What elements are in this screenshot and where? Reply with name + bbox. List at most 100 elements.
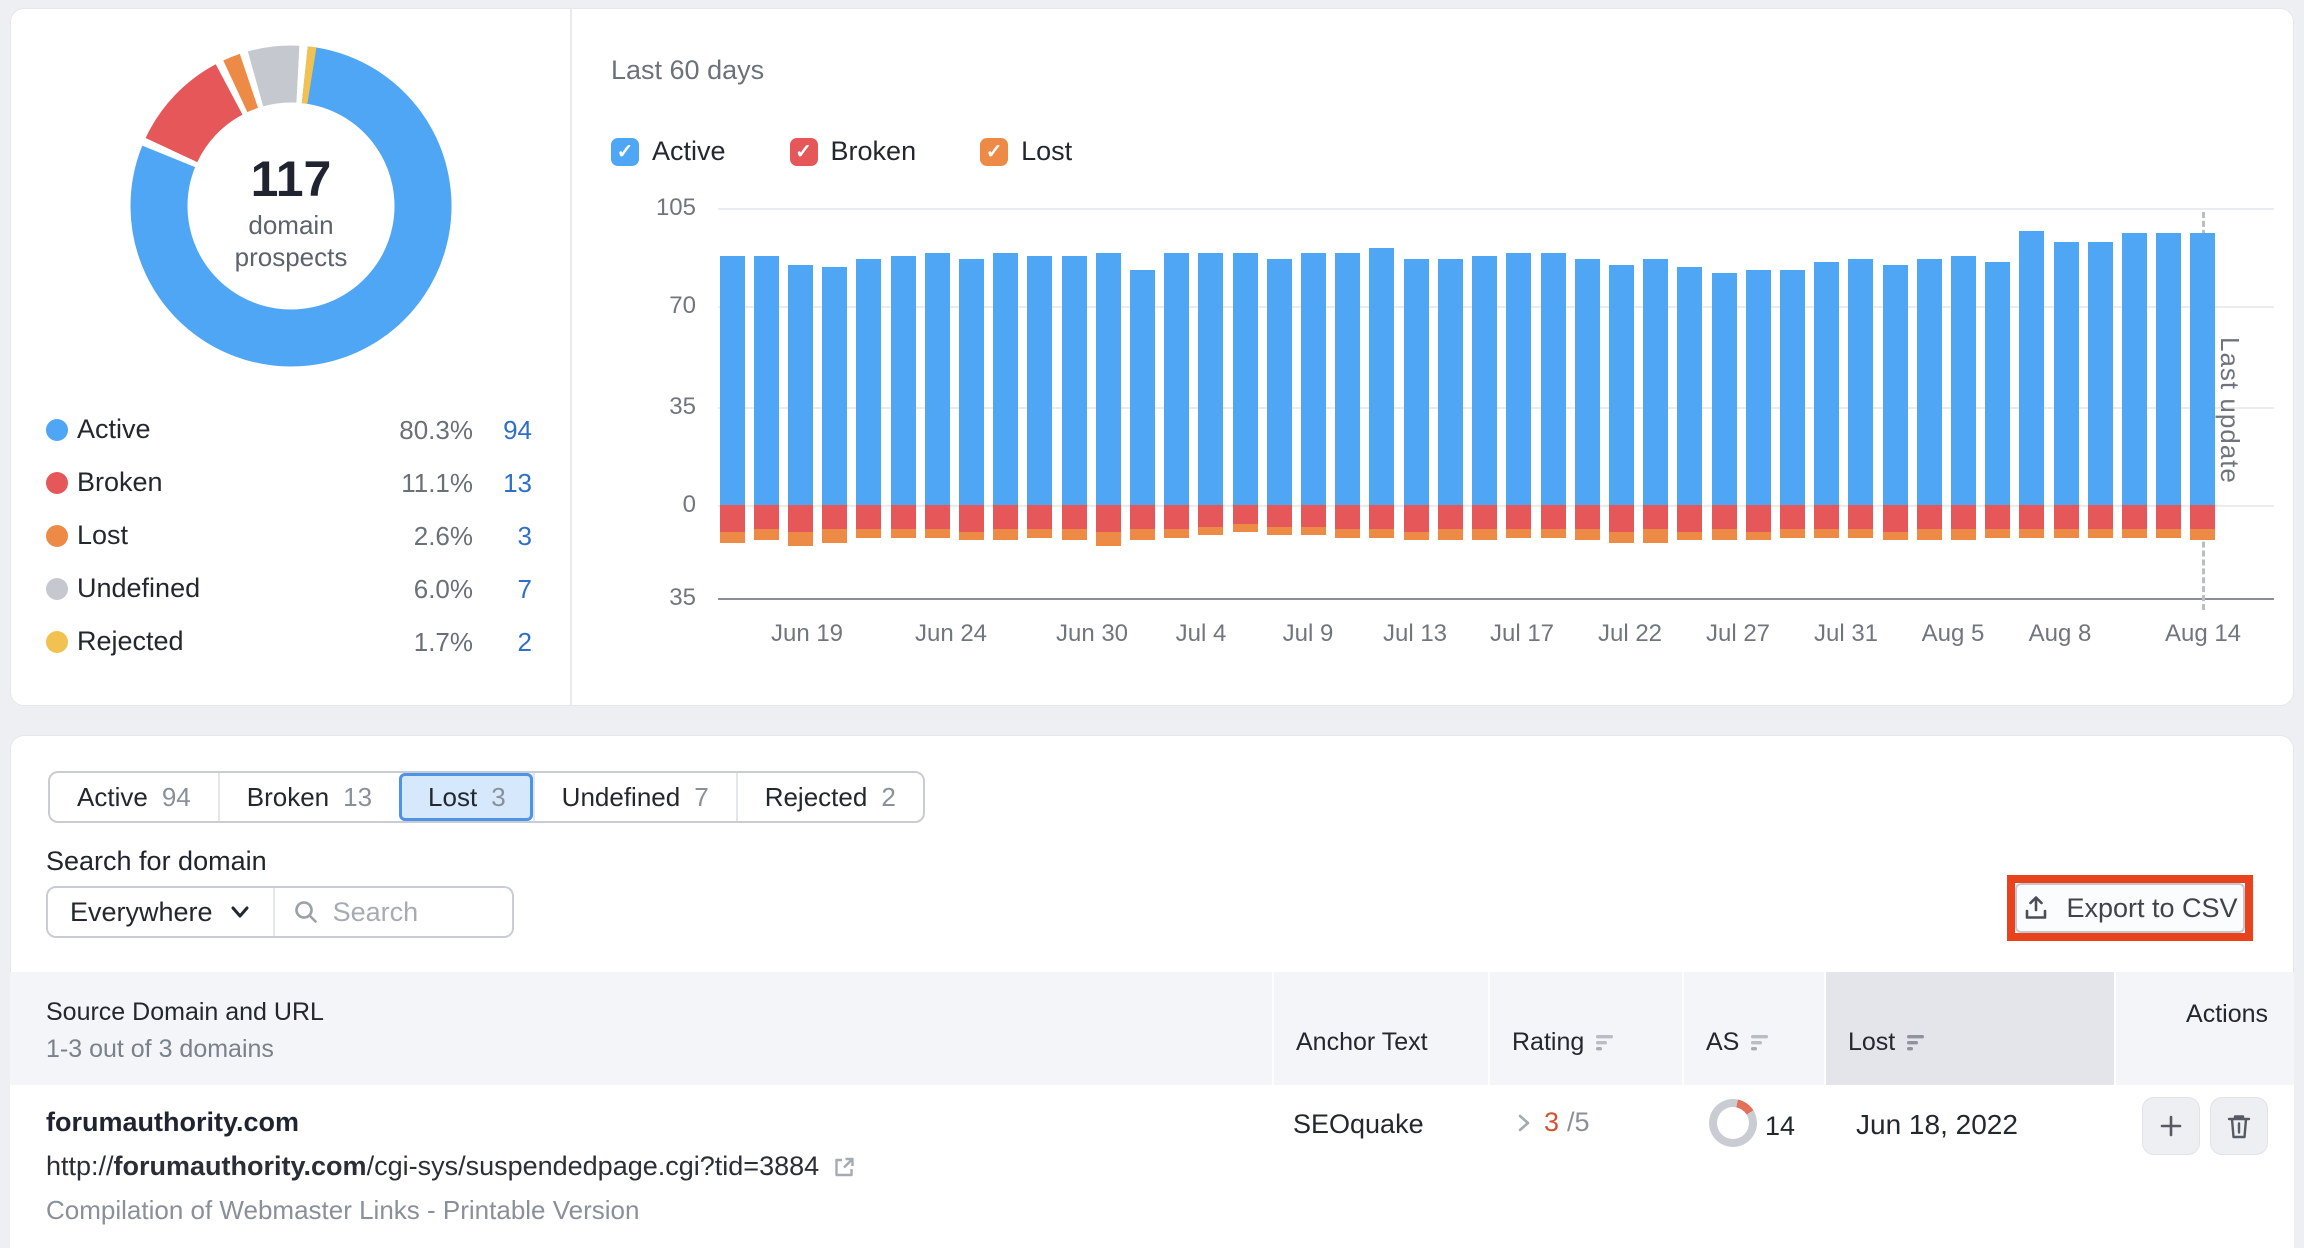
bar-lost — [2156, 529, 2182, 538]
bar-broken — [1540, 505, 1566, 530]
sort-icon[interactable] — [1751, 1034, 1770, 1051]
prospects-total: 117 — [250, 151, 332, 207]
legend-count-link[interactable]: 3 — [517, 521, 532, 551]
rating-cell[interactable]: 3/5 — [1512, 1107, 1590, 1138]
bar-broken — [1369, 505, 1395, 530]
bar-lost — [1985, 529, 2011, 538]
bar-active — [1677, 267, 1703, 505]
checkbox-checked-icon[interactable]: ✓ — [611, 137, 639, 166]
legend-label: Active — [77, 414, 151, 444]
bar-broken — [1403, 505, 1429, 533]
legend-label: Lost — [77, 520, 129, 550]
search-label: Search for domain — [46, 846, 267, 876]
bar-active — [1369, 247, 1395, 505]
col-source-title: Source Domain and URL — [46, 998, 324, 1026]
legend-count-link[interactable]: 94 — [503, 415, 532, 445]
bar-broken — [1301, 505, 1327, 527]
search-scope-dropdown[interactable]: Everywhere — [48, 888, 273, 936]
col-lost[interactable]: Lost — [1826, 972, 2114, 1085]
bar-active — [1779, 270, 1805, 505]
donut-segment-active — [130, 46, 452, 367]
tab-active[interactable]: Active 94 — [50, 773, 218, 821]
bar-active — [958, 258, 984, 505]
bar-broken — [1266, 505, 1292, 527]
bar-lost — [958, 532, 984, 541]
donut-segment-rejected — [301, 46, 317, 104]
bar-broken — [958, 505, 984, 533]
bar-active — [1403, 258, 1429, 505]
bar-lost — [2019, 529, 2045, 538]
bar-active — [924, 253, 950, 505]
bar-active — [753, 256, 779, 505]
legend-count-link[interactable]: 13 — [503, 468, 532, 498]
legend-percent: 1.7% — [413, 627, 473, 657]
chevron-right-icon[interactable] — [1512, 1109, 1536, 1137]
checkbox-checked-icon[interactable]: ✓ — [789, 137, 818, 166]
legend-dot — [46, 525, 68, 547]
x-tick-label: Jul 9 — [1282, 620, 1334, 647]
export-label: Export to CSV — [2066, 892, 2238, 923]
source-url[interactable]: http://forumauthority.com/cgi-sys/suspen… — [46, 1151, 857, 1182]
bar-broken — [1711, 505, 1737, 530]
search-input[interactable] — [332, 896, 493, 928]
status-tabs: Active 94 Broken 13 Lost 3 Undefined 7 Rejec… — [48, 771, 925, 823]
last-update-label: Last update — [2215, 337, 2245, 484]
col-actions: Actions — [2186, 1000, 2268, 1028]
export-to-csv-button[interactable]: Export to CSV — [2015, 883, 2245, 933]
bar-active — [822, 267, 848, 505]
bar-broken — [1472, 505, 1498, 530]
col-rating[interactable]: Rating — [1490, 972, 1682, 1085]
bar-lost — [2190, 529, 2216, 541]
sort-icon[interactable] — [1596, 1034, 1615, 1051]
bar-lost — [1335, 529, 1361, 538]
filter-checkbox-lost[interactable]: ✓ Lost — [980, 136, 1072, 167]
bar-lost — [719, 532, 745, 543]
legend-dot — [46, 472, 68, 494]
legend-row-rejected: Rejected 1.7% 2 — [46, 626, 546, 660]
bar-broken — [1814, 505, 1840, 530]
tab-broken[interactable]: Broken 13 — [217, 773, 399, 821]
bar-lost — [1882, 532, 1908, 541]
bar-active — [1130, 270, 1155, 505]
delete-button[interactable] — [2210, 1097, 2268, 1155]
bar-active — [787, 264, 813, 505]
bar-active — [1095, 253, 1121, 505]
filter-checkbox-active[interactable]: ✓ Active — [611, 136, 726, 167]
url-domain: forumauthority.com — [113, 1151, 367, 1181]
bar-broken — [1437, 505, 1463, 530]
bar-broken — [1745, 505, 1771, 533]
bar-broken — [2122, 505, 2148, 530]
bar-broken — [753, 505, 779, 530]
tab-lost[interactable]: Lost 3 — [399, 773, 533, 821]
bar-active — [1643, 258, 1669, 505]
source-domain-link[interactable]: forumauthority.com — [46, 1107, 300, 1137]
tab-rejected[interactable]: Rejected 2 — [735, 773, 923, 821]
external-link-icon[interactable] — [831, 1154, 857, 1180]
bar-active — [1540, 253, 1566, 505]
legend-count-link[interactable]: 7 — [517, 574, 532, 604]
filter-checkbox-broken[interactable]: ✓ Broken — [789, 136, 916, 167]
tab-count: 13 — [343, 781, 373, 812]
bar-active — [1745, 270, 1771, 505]
bar-active — [1027, 256, 1053, 505]
bar-lost — [822, 529, 848, 543]
bar-active — [2122, 233, 2148, 505]
y-tick-label: 0 — [682, 491, 696, 518]
bar-active — [1266, 258, 1292, 505]
bar-lost — [2053, 529, 2079, 538]
legend-dot — [46, 578, 68, 600]
checkbox-checked-icon[interactable]: ✓ — [980, 137, 1009, 166]
tab-undefined[interactable]: Undefined 7 — [532, 773, 736, 821]
y-tick-label: 70 — [669, 292, 696, 319]
add-to-list-button[interactable] — [2142, 1097, 2200, 1155]
sort-icon-active[interactable] — [1907, 1034, 1926, 1051]
bar-active — [1608, 264, 1634, 505]
legend-dot — [46, 419, 68, 441]
url-path: /cgi-sys/suspendedpage.cgi?tid=3884 — [366, 1151, 820, 1181]
rating-value: 3 — [1544, 1107, 1560, 1137]
legend-count-link[interactable]: 2 — [517, 627, 532, 657]
bar-broken — [1095, 505, 1121, 533]
tab-count: 7 — [694, 781, 709, 812]
col-authority-score[interactable]: AS — [1684, 972, 1824, 1085]
tab-label: Lost — [428, 781, 478, 812]
